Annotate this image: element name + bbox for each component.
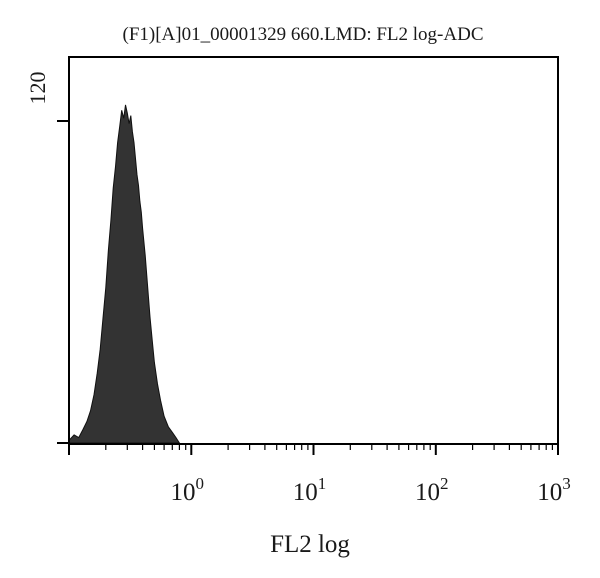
x-tick-label-1: 101 <box>293 474 327 506</box>
histogram-series-0 <box>68 104 181 444</box>
x-tick-labels: 100 101 102 103 <box>171 474 571 506</box>
y-tick-label-max: 120 <box>25 72 50 105</box>
x-tick-label-2: 102 <box>415 474 449 506</box>
chart-title: (F1)[A]01_00001329 660.LMD: FL2 log-ADC <box>123 24 484 45</box>
x-minor-ticks <box>68 443 559 455</box>
plot-area <box>68 104 181 444</box>
x-axis-label: FL2 log <box>270 531 350 558</box>
x-tick-label-0: 100 <box>171 474 205 506</box>
x-tick-label-3: 103 <box>537 474 571 506</box>
